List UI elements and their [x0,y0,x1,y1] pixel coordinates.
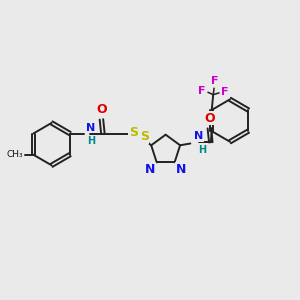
Text: N: N [194,131,204,141]
Text: N: N [145,163,155,176]
Text: S: S [129,126,138,140]
Text: F: F [211,76,218,86]
Text: O: O [96,103,107,116]
Text: S: S [140,130,149,143]
Text: CH₃: CH₃ [7,150,23,159]
Text: H: H [87,136,95,146]
Text: F: F [198,86,206,96]
Text: N: N [176,163,186,176]
Text: O: O [205,112,215,125]
Text: F: F [221,87,229,97]
Text: H: H [198,145,206,155]
Text: N: N [85,123,95,133]
